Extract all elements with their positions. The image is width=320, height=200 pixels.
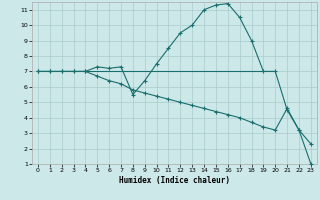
X-axis label: Humidex (Indice chaleur): Humidex (Indice chaleur) bbox=[119, 176, 230, 185]
